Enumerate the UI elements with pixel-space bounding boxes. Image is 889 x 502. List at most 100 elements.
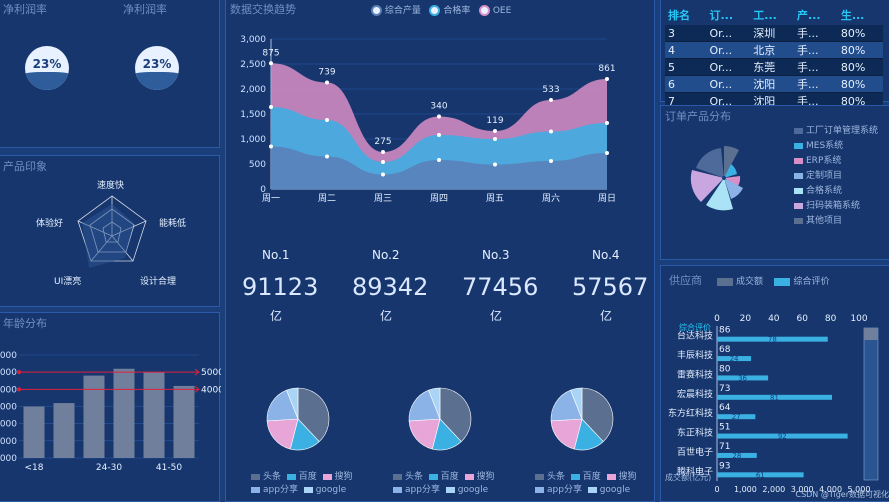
x-tick-label: <18: [25, 463, 44, 473]
table-cell: 80%: [837, 41, 883, 59]
rank-table: 排名 订... 工... 产... 生... 3 Or... 深圳 手... 80% 4…: [665, 4, 883, 110]
data-label: 861: [598, 64, 615, 74]
pie-legend-3: 头条 百度 搜狗 app分享 google: [535, 471, 637, 497]
area-综合产量: [271, 146, 607, 189]
bottom-axis-label: 3,000: [791, 485, 814, 494]
trend-legend: 综合产量 合格率 OEE: [371, 3, 511, 16]
data-point: [269, 105, 273, 109]
legend-label-2: OEE: [492, 6, 512, 16]
y-tick-label: 000: [0, 420, 17, 430]
table-row[interactable]: 6 Or... 沈阳 手... 80%: [665, 75, 883, 93]
age-panel: 年龄分布 000 000 000 000 000 000 000 <18 24-30 41-50 5…: [0, 312, 221, 502]
swatch-app: [535, 486, 544, 493]
legend-dot-0: [371, 5, 382, 16]
data-label: 875: [262, 48, 279, 58]
top-axis-label: 20: [740, 314, 752, 324]
order-item-label: 合格系统: [806, 186, 843, 196]
supplier-panel: 供应商 成交额 综合评价 0 20 40 60 80 100 0 1,000 2,000 3,00…: [660, 265, 889, 502]
legend-sougou: 搜狗: [618, 472, 637, 482]
supplier-bar-chart: 0 20 40 60 80 100 0 1,000 2,000 3,000 4,000 5,000 综合…: [665, 314, 889, 499]
top-axis-label: 100: [850, 314, 867, 324]
table-cell: 沈阳: [750, 75, 795, 93]
data-point: [437, 133, 441, 137]
pie-slice: [408, 418, 441, 450]
order-legend-item[interactable]: ERP系统: [794, 154, 878, 169]
score-label: 73: [719, 384, 730, 394]
kpi-value-2: 89342: [352, 273, 429, 301]
y-tick-label: 000: [0, 351, 17, 361]
pie-slice: [266, 418, 299, 450]
age-bar-chart: 000 000 000 000 000 000 000 <18 24-30 41-50 5000 40…: [0, 351, 221, 473]
data-label: 275: [374, 137, 391, 147]
table-cell: 手...: [794, 75, 838, 93]
swatch-baidu: [428, 473, 438, 480]
table-cell: 80%: [837, 25, 883, 42]
table-cell: 4: [665, 41, 707, 59]
order-legend-item[interactable]: 合格系统: [794, 184, 878, 199]
scroll-handle: [864, 328, 878, 340]
kpi-no-3: No.3: [482, 248, 510, 262]
trend-title: 数据交换趋势: [230, 3, 296, 16]
rank-header[interactable]: 工...: [753, 8, 777, 22]
order-legend-item[interactable]: 工厂订单管理系统: [794, 124, 878, 139]
score-label: 80: [719, 364, 731, 374]
amount-bar: [717, 375, 769, 381]
amount-bar: [717, 472, 804, 478]
order-title: 订单产品分布: [665, 110, 731, 123]
markline-start: [17, 370, 21, 375]
swatch-google: [445, 486, 455, 493]
legend-baidu: 百度: [298, 472, 317, 482]
y-tick-label: 000: [0, 437, 17, 447]
order-legend-item[interactable]: 其他项目: [794, 214, 878, 229]
top-axis-name: 综合评价: [679, 322, 711, 332]
score-label: 51: [719, 423, 730, 433]
table-cell: 手...: [794, 25, 838, 42]
bottom-axis-label: 4,000: [819, 485, 842, 494]
order-item-label: 其他项目: [806, 216, 843, 226]
legend-label-1: 合格率: [443, 6, 471, 16]
swatch-sougou: [464, 473, 474, 480]
markline-start: [17, 387, 21, 392]
rank-header[interactable]: 产...: [797, 8, 821, 22]
data-point: [381, 150, 385, 154]
y-tick-label: 000: [0, 368, 17, 378]
rank-header[interactable]: 排名: [668, 8, 690, 22]
data-point: [605, 121, 609, 125]
table-row[interactable]: 4 Or... 北京 手... 80%: [665, 41, 883, 59]
data-point: [269, 144, 273, 149]
x-tick-label: 周三: [374, 193, 392, 204]
bar: [143, 372, 165, 458]
bar: [83, 375, 105, 458]
table-row[interactable]: 3 Or... 深圳 手... 80%: [665, 25, 883, 42]
gauge-title-2: 净利润率: [123, 3, 167, 16]
order-legend-item[interactable]: MES系统: [794, 139, 878, 154]
rank-header[interactable]: 订...: [709, 8, 734, 22]
legend-app: app分享: [263, 485, 298, 495]
data-point: [605, 77, 609, 81]
swatch-toutiao: [251, 473, 260, 480]
order-legend-item[interactable]: 定制项目: [794, 169, 878, 184]
table-cell: Or...: [706, 75, 751, 93]
rank-header-row: 排名 订... 工... 产... 生...: [665, 4, 883, 25]
kpi-no-4: No.4: [592, 248, 620, 262]
bottom-axis-label: 0: [714, 485, 719, 494]
supplier-name: 东方红科技: [668, 407, 713, 419]
supplier-name: 东正科技: [677, 427, 713, 439]
pie-slice: [581, 387, 614, 443]
legend-toutiao: 头条: [547, 472, 566, 482]
legend-toutiao: 头条: [263, 472, 282, 482]
kpi-unit-2: 亿: [380, 309, 393, 323]
legend-google: google: [315, 485, 347, 495]
legend-sougou: 搜狗: [476, 472, 495, 482]
table-cell: 5: [665, 58, 707, 76]
order-panel: 订单产品分布 工厂订单管理系统 MES系统 ERP系统 定制项目 合格系统 扫码…: [660, 105, 889, 260]
order-legend-item[interactable]: 扫码装箱系统: [794, 199, 878, 214]
order-item-label: 工厂订单管理系统: [806, 126, 879, 136]
table-row[interactable]: 5 Or... 东莞 手... 80%: [665, 58, 883, 76]
table-cell: 6: [665, 75, 707, 93]
swatch: [794, 127, 803, 134]
bar: [53, 403, 75, 458]
bar: [113, 368, 135, 458]
rank-header[interactable]: 生...: [840, 8, 865, 22]
top-axis-label: 60: [796, 314, 808, 324]
